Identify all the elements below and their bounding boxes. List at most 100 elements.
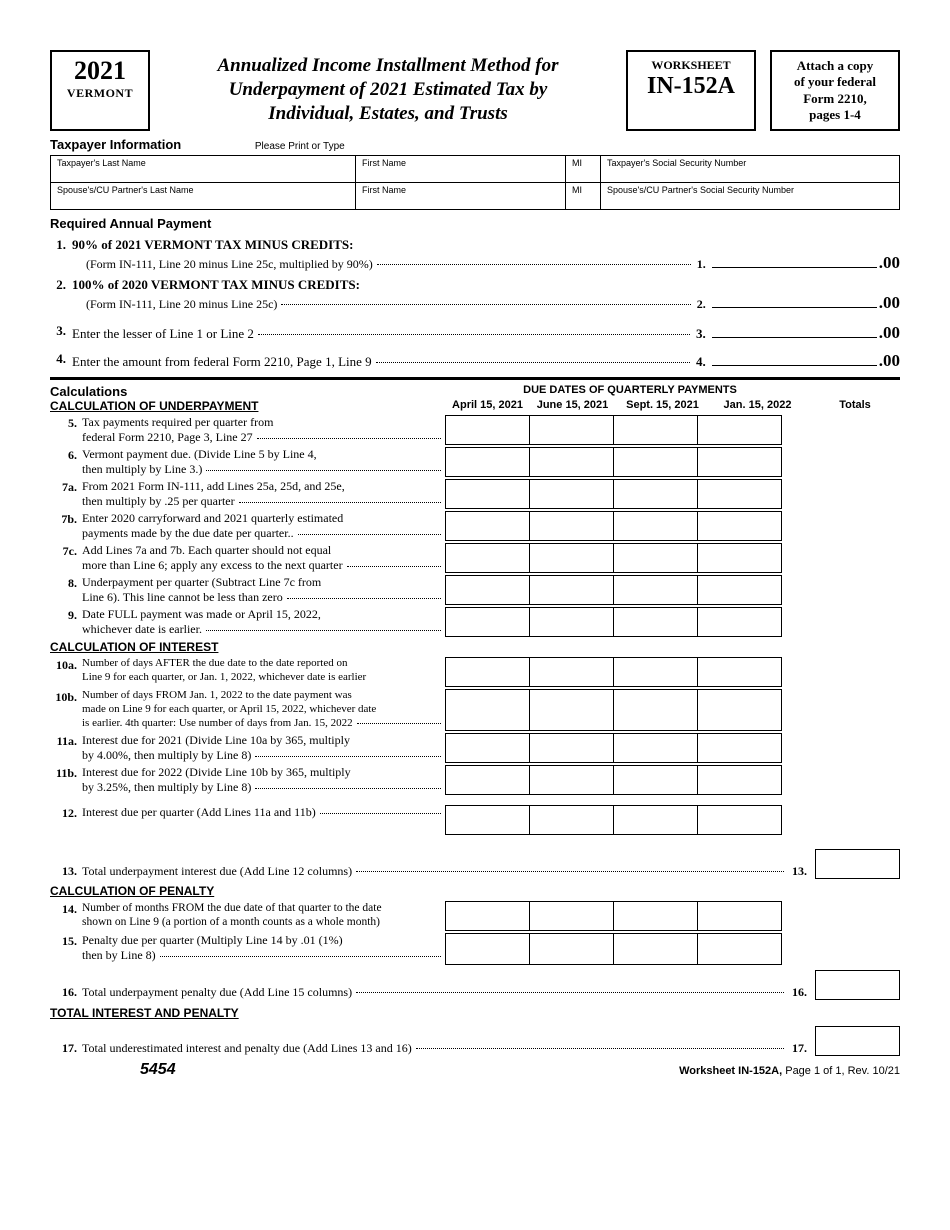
row-12-text: Interest due per quarter (Add Lines 11a …: [82, 805, 445, 835]
input-box[interactable]: [613, 657, 698, 687]
input-box[interactable]: [529, 765, 614, 795]
row-10a-l2: Line 9 for each quarter, or Jan. 1, 2022…: [82, 671, 445, 685]
input-box[interactable]: [697, 765, 782, 795]
input-box[interactable]: [529, 575, 614, 605]
input-box[interactable]: [613, 415, 698, 445]
input-box[interactable]: [445, 805, 530, 835]
attach-l2: of your federal: [776, 74, 894, 90]
input-box[interactable]: [529, 479, 614, 509]
input-box[interactable]: [613, 479, 698, 509]
input-box[interactable]: [445, 511, 530, 541]
input-box[interactable]: [697, 607, 782, 637]
input-box[interactable]: [445, 543, 530, 573]
input-box[interactable]: [613, 805, 698, 835]
blank-line-1[interactable]: [712, 267, 877, 268]
input-box[interactable]: [445, 479, 530, 509]
input-box[interactable]: [529, 933, 614, 965]
row-11a-boxes: [445, 733, 782, 763]
row-7b-boxes: [445, 511, 782, 541]
input-box[interactable]: [529, 657, 614, 687]
taxpayer-mi[interactable]: MI: [566, 156, 601, 182]
spouse-ssn[interactable]: Spouse's/CU Partner's Social Security Nu…: [601, 183, 899, 209]
input-box[interactable]: [445, 607, 530, 637]
input-box[interactable]: [613, 765, 698, 795]
dots: [258, 334, 690, 335]
input-box[interactable]: [445, 901, 530, 931]
spouse-last-name[interactable]: Spouse's/CU Partner's Last Name: [51, 183, 356, 209]
row-10a-num: 10a.: [50, 657, 82, 687]
row-10a: 10a. Number of days AFTER the due date t…: [50, 657, 900, 687]
input-box[interactable]: [697, 415, 782, 445]
spouse-first-name[interactable]: First Name: [356, 183, 566, 209]
row-12-boxes: [445, 805, 782, 835]
row-10a-l1: Number of days AFTER the due date to the…: [82, 657, 445, 671]
row-12-num: 12.: [50, 805, 82, 835]
input-box[interactable]: [445, 415, 530, 445]
input-box[interactable]: [445, 447, 530, 477]
taxpayer-ssn[interactable]: Taxpayer's Social Security Number: [601, 156, 899, 182]
input-box[interactable]: [697, 511, 782, 541]
input-box[interactable]: [697, 933, 782, 965]
taxpayer-first-name[interactable]: First Name: [356, 156, 566, 182]
row-6-num: 6.: [50, 447, 82, 477]
spouse-mi[interactable]: MI: [566, 183, 601, 209]
input-box[interactable]: [697, 805, 782, 835]
input-box[interactable]: [529, 447, 614, 477]
input-box[interactable]: [445, 575, 530, 605]
input-box[interactable]: [445, 765, 530, 795]
input-box[interactable]: [445, 733, 530, 763]
row-11b-l1: Interest due for 2022 (Divide Line 10b b…: [82, 765, 445, 780]
taxpayer-last-name[interactable]: Taxpayer's Last Name: [51, 156, 356, 182]
footer: 5454 Worksheet IN-152A, Page 1 of 1, Rev…: [50, 1061, 900, 1079]
input-box[interactable]: [445, 933, 530, 965]
total-box-17[interactable]: [815, 1026, 900, 1056]
input-box[interactable]: [529, 733, 614, 763]
input-box[interactable]: [613, 447, 698, 477]
row-7a-l2: then multiply by .25 per quarter: [82, 494, 235, 509]
total-box-16[interactable]: [815, 970, 900, 1000]
row-15-l1: Penalty due per quarter (Multiply Line 1…: [82, 933, 445, 948]
input-box[interactable]: [445, 657, 530, 687]
input-box[interactable]: [529, 805, 614, 835]
input-box[interactable]: [697, 657, 782, 687]
req-lineno-2: 2.: [697, 297, 706, 312]
row-12-l1: Interest due per quarter (Add Lines 11a …: [82, 805, 316, 820]
blank-line-3[interactable]: [712, 337, 877, 338]
input-box[interactable]: [697, 543, 782, 573]
input-box[interactable]: [613, 543, 698, 573]
row-7a-boxes: [445, 479, 782, 509]
input-box[interactable]: [613, 733, 698, 763]
input-box[interactable]: [697, 733, 782, 763]
row-14-boxes: [445, 901, 782, 931]
row-7a-num: 7a.: [50, 479, 82, 509]
req-lineno-1: 1.: [697, 257, 706, 272]
dots: [320, 813, 441, 814]
blank-line-2[interactable]: [712, 307, 877, 308]
dots: [416, 1048, 784, 1049]
footer-right-bold: Worksheet IN-152A,: [679, 1065, 782, 1077]
input-box[interactable]: [613, 901, 698, 931]
input-box[interactable]: [697, 689, 782, 731]
input-box[interactable]: [613, 511, 698, 541]
dots: [160, 956, 441, 957]
input-box[interactable]: [529, 901, 614, 931]
input-box[interactable]: [613, 933, 698, 965]
input-box[interactable]: [529, 607, 614, 637]
input-box[interactable]: [697, 479, 782, 509]
total-box-13[interactable]: [815, 849, 900, 879]
input-box[interactable]: [529, 689, 614, 731]
input-box[interactable]: [697, 575, 782, 605]
input-box[interactable]: [529, 415, 614, 445]
input-box[interactable]: [529, 543, 614, 573]
input-box[interactable]: [697, 447, 782, 477]
input-box[interactable]: [613, 575, 698, 605]
input-box[interactable]: [445, 689, 530, 731]
input-box[interactable]: [613, 689, 698, 731]
state-label: VERMONT: [62, 86, 138, 101]
dots: [376, 362, 690, 363]
input-box[interactable]: [697, 901, 782, 931]
input-box[interactable]: [529, 511, 614, 541]
input-box[interactable]: [613, 607, 698, 637]
blank-line-4[interactable]: [712, 365, 877, 366]
req-body-1: 90% of 2021 VERMONT TAX MINUS CREDITS: (…: [72, 237, 900, 273]
